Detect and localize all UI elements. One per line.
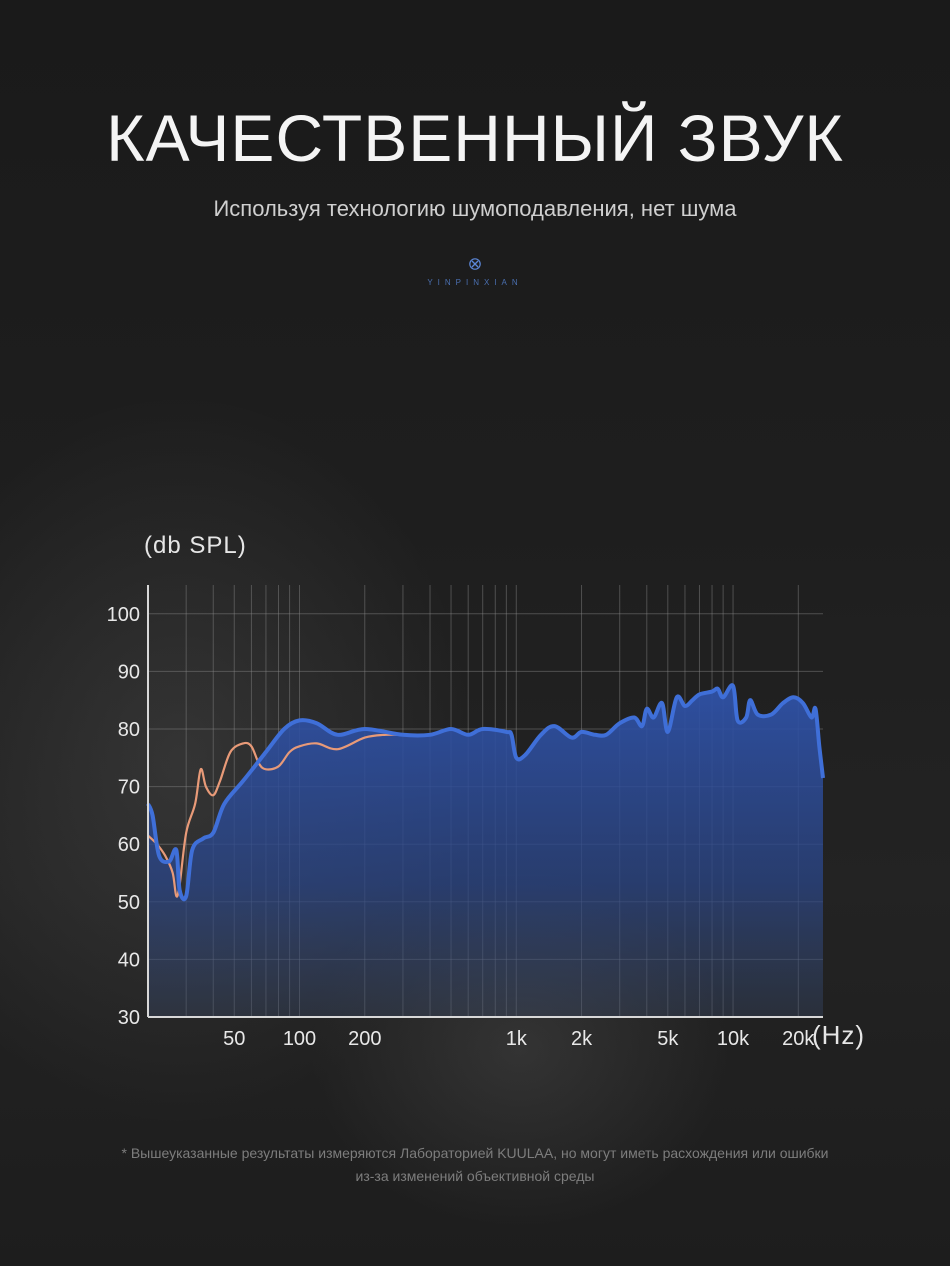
y-tick-label: 70 [118, 777, 140, 799]
x-tick-label: 20k [782, 1028, 815, 1050]
x-tick-label: 10k [717, 1028, 750, 1050]
y-tick-label: 50 [118, 892, 140, 914]
primary-series-area [148, 685, 823, 1017]
secondary-series-line [147, 733, 403, 898]
chart-axes [147, 585, 823, 1018]
chart-fill-area [148, 685, 823, 1017]
footnote-line-2: из-за изменений объективной среды [355, 1168, 595, 1184]
x-tick-label: 200 [348, 1028, 381, 1050]
y-axis-label: (db SPL) [144, 532, 247, 559]
x-axis-label: (Hz) [812, 1020, 866, 1050]
primary-series-line [146, 683, 825, 902]
y-tick-label: 90 [118, 661, 140, 683]
y-tick-label: 30 [118, 1007, 140, 1029]
y-tick-label: 80 [118, 719, 140, 741]
x-tick-label: 2k [571, 1028, 593, 1050]
footnote-line-1: * Вышеуказанные результаты измеряются Ла… [121, 1145, 829, 1161]
page-title: КАЧЕСТВЕННЫЙ ЗВУК [106, 101, 844, 175]
y-tick-label: 40 [118, 949, 140, 971]
x-tick-label: 5k [657, 1028, 679, 1050]
chart-tick-labels: 30 40 50 60 70 80 90 100 50 100 200 1k 2k 5k 10k 20k [107, 604, 816, 1050]
x-tick-label: 1k [506, 1028, 528, 1050]
brand-name: YINPINXIAN [427, 278, 523, 287]
y-tick-label: 100 [107, 604, 140, 626]
brand-logo-icon [469, 258, 481, 270]
x-tick-label: 100 [283, 1028, 316, 1050]
x-tick-label: 50 [223, 1028, 245, 1050]
y-tick-label: 60 [118, 834, 140, 856]
page-subtitle: Используя технологию шумоподавления, нет… [213, 196, 737, 221]
footnote: * Вышеуказанные результаты измеряются Ла… [60, 1142, 890, 1188]
chart-series [146, 683, 825, 902]
